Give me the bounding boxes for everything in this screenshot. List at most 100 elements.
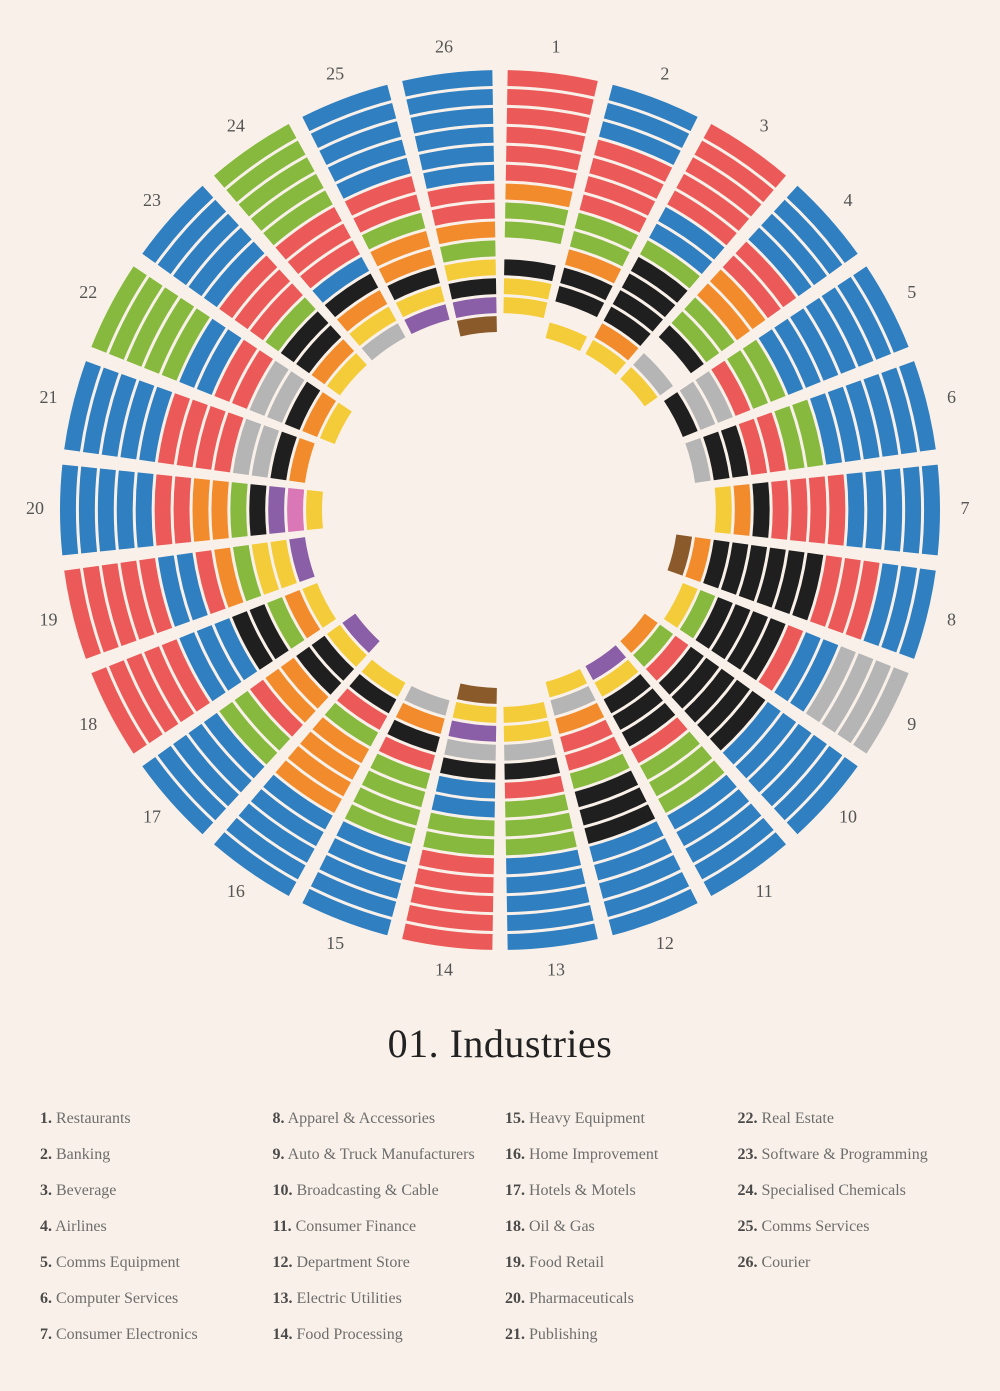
legend-item-label: Apparel & Accessories xyxy=(285,1110,436,1127)
legend-item-number: 7. xyxy=(40,1326,52,1343)
chart-cell xyxy=(503,297,547,318)
legend-item-number: 23. xyxy=(738,1146,758,1163)
sector-label: 17 xyxy=(143,806,161,826)
sector-label: 14 xyxy=(435,960,453,980)
sector-label: 12 xyxy=(656,933,674,953)
legend: 1. Restaurants 2. Banking 3. Beverage 4. Ai… xyxy=(40,1110,960,1344)
legend-item-number: 24. xyxy=(738,1182,758,1199)
legend-item: 7. Consumer Electronics xyxy=(40,1326,263,1344)
chart-cell xyxy=(98,469,116,552)
legend-item-label: Hotels & Motels xyxy=(525,1182,636,1199)
chart-cell xyxy=(117,470,135,549)
legend-item-label: Beverage xyxy=(52,1182,116,1199)
legend-item: 4. Airlines xyxy=(40,1218,263,1236)
legend-item-number: 3. xyxy=(40,1182,52,1199)
chart-cell xyxy=(448,278,496,299)
legend-item-number: 15. xyxy=(505,1110,525,1127)
sector-label: 9 xyxy=(907,714,916,734)
legend-item-number: 2. xyxy=(40,1146,52,1163)
legend-item-number: 1. xyxy=(40,1110,52,1127)
legend-item-label: Restaurants xyxy=(52,1110,131,1127)
chart-cell xyxy=(453,702,497,723)
chart-cell xyxy=(809,476,827,543)
legend-item: 1. Restaurants xyxy=(40,1110,263,1128)
chart-cell xyxy=(790,478,807,541)
legend-item-label: Comms Services xyxy=(758,1218,870,1235)
legend-item: 15. Heavy Equipment xyxy=(505,1110,728,1128)
legend-item-label: Real Estate xyxy=(758,1110,834,1127)
legend-item: 6. Computer Services xyxy=(40,1290,263,1308)
sector-label: 19 xyxy=(40,609,58,629)
legend-item: 23. Software & Programming xyxy=(738,1146,961,1164)
legend-item: 16. Home Improvement xyxy=(505,1146,728,1164)
legend-item-number: 9. xyxy=(273,1146,285,1163)
legend-item-label: Department Store xyxy=(293,1254,410,1271)
legend-item-label: Auto & Truck Manufacturers xyxy=(285,1146,475,1163)
legend-item: 14. Food Processing xyxy=(273,1326,496,1344)
sector-label: 1 xyxy=(552,37,561,57)
legend-item: 19. Food Retail xyxy=(505,1254,728,1272)
chart-cell xyxy=(444,259,496,281)
legend-item-number: 14. xyxy=(273,1326,293,1343)
chart-cell xyxy=(211,480,228,540)
sector-label: 13 xyxy=(547,960,565,980)
legend-item: 5. Comms Equipment xyxy=(40,1254,263,1272)
chart-cell xyxy=(546,323,588,351)
legend-item: 24. Specialised Chemicals xyxy=(738,1182,961,1200)
chart-cell xyxy=(440,240,496,262)
sector-label: 5 xyxy=(907,282,916,302)
legend-item-label: Heavy Equipment xyxy=(525,1110,645,1127)
chart-cell xyxy=(503,702,547,723)
legend-item: 11. Consumer Finance xyxy=(273,1218,496,1236)
chart-cell xyxy=(884,469,902,552)
sector-label: 8 xyxy=(947,609,956,629)
sector-label: 26 xyxy=(435,37,453,57)
chart-cell xyxy=(715,486,732,534)
sector-label: 21 xyxy=(40,387,58,407)
chart-cell xyxy=(268,486,285,534)
legend-item-label: Electric Utilities xyxy=(293,1290,402,1307)
legend-item-label: Specialised Chemicals xyxy=(758,1182,906,1199)
chart-cell xyxy=(155,474,173,545)
legend-item: 18. Oil & Gas xyxy=(505,1218,728,1236)
legend-item-label: Consumer Electronics xyxy=(52,1326,198,1343)
legend-item-number: 13. xyxy=(273,1290,293,1307)
sector-label: 6 xyxy=(947,387,956,407)
legend-item: 17. Hotels & Motels xyxy=(505,1182,728,1200)
sector-label: 25 xyxy=(326,63,344,83)
legend-item-label: Courier xyxy=(758,1254,811,1271)
sector-label: 23 xyxy=(143,190,161,210)
legend-item: 20. Pharmaceuticals xyxy=(505,1290,728,1308)
chart-cell xyxy=(306,490,323,530)
sector-label: 10 xyxy=(839,806,857,826)
chart-cell xyxy=(444,739,496,761)
sector-label: 15 xyxy=(326,933,344,953)
chart-cell xyxy=(504,739,556,761)
chart-cell xyxy=(457,316,497,336)
legend-item-number: 11. xyxy=(273,1218,292,1235)
legend-item-number: 4. xyxy=(40,1218,52,1235)
legend-item: 10. Broadcasting & Cable xyxy=(273,1182,496,1200)
legend-item: 9. Auto & Truck Manufacturers xyxy=(273,1146,496,1164)
legend-item-label: Home Improvement xyxy=(525,1146,658,1163)
legend-item-label: Publishing xyxy=(525,1326,597,1343)
chart-cell xyxy=(440,757,496,779)
sector-label: 4 xyxy=(844,190,853,210)
radial-chart: 1234567891011121314151617181920212223242… xyxy=(0,0,1000,1000)
legend-item: 22. Real Estate xyxy=(738,1110,961,1128)
legend-item-label: Banking xyxy=(52,1146,110,1163)
chart-cell xyxy=(505,221,564,244)
chart-cell xyxy=(448,720,496,741)
chart-cell xyxy=(828,474,846,545)
sector-label: 24 xyxy=(227,115,245,135)
sector-label: 3 xyxy=(760,115,769,135)
sector-label: 2 xyxy=(660,63,669,83)
legend-item-number: 17. xyxy=(505,1182,525,1199)
chart-cell xyxy=(903,467,921,554)
chart-cell xyxy=(249,484,266,536)
legend-item-number: 8. xyxy=(273,1110,285,1127)
legend-item-label: Consumer Finance xyxy=(292,1218,416,1235)
chart-cell xyxy=(752,482,769,538)
legend-item-number: 16. xyxy=(505,1146,525,1163)
legend-item: 13. Electric Utilities xyxy=(273,1290,496,1308)
